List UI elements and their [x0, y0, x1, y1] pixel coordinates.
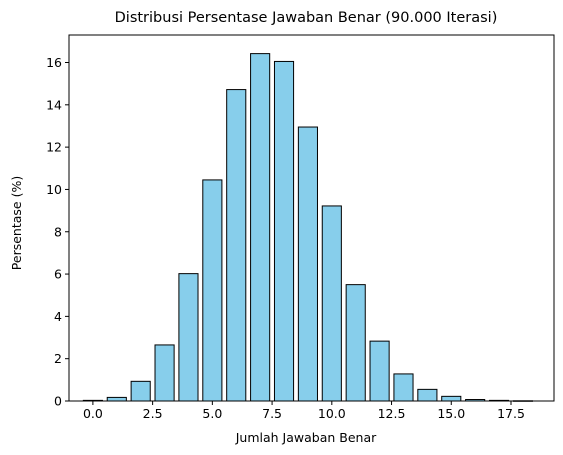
y-tick-label: 8: [54, 224, 62, 239]
y-axis-ticks: 0 2 4 6 8 10 12 14 16: [46, 55, 69, 409]
bar-5: [202, 179, 223, 402]
x-tick-label: 17.5: [497, 406, 525, 421]
x-axis-ticks: 0.0 2.5 5.0 7.5 10.0 12.5 15.0 17.5: [83, 401, 525, 421]
y-tick-label: 6: [54, 267, 62, 282]
y-axis-label: Persentase (%): [9, 176, 24, 270]
x-tick-label: 2.5: [143, 406, 163, 421]
bar-9: [297, 126, 318, 402]
y-tick-label: 2: [54, 351, 62, 366]
y-tick-label: 10: [46, 182, 62, 197]
bar-13: [393, 373, 414, 402]
chart-title: Distribusi Persentase Jawaban Benar (90.…: [115, 10, 498, 26]
y-tick-label: 12: [46, 140, 62, 155]
x-tick-label: 15.0: [437, 406, 465, 421]
x-tick-label: 0.0: [83, 406, 103, 421]
plot-area-frame: [68, 34, 555, 402]
x-tick-label: 10.0: [318, 406, 346, 421]
x-tick-label: 12.5: [378, 406, 406, 421]
y-tick-label: 4: [54, 309, 62, 324]
bar-2: [130, 380, 151, 402]
bar-10: [321, 205, 342, 402]
bar-6: [226, 89, 247, 402]
y-tick-label: 16: [46, 55, 62, 70]
bars-group: [82, 53, 533, 402]
bar-12: [369, 340, 390, 402]
bar-3: [154, 344, 175, 402]
y-tick-label: 14: [46, 97, 62, 112]
bar-14: [417, 388, 438, 402]
x-tick-label: 5.0: [202, 406, 222, 421]
y-tick-label: 0: [54, 394, 62, 409]
bar-15: [441, 395, 462, 402]
bar-7: [250, 53, 271, 402]
bar-4: [178, 273, 199, 402]
bar-11: [345, 284, 366, 402]
x-axis-label: Jumlah Jawaban Benar: [235, 430, 377, 445]
x-tick-label: 7.5: [262, 406, 282, 421]
bar-8: [273, 60, 295, 402]
bar-1: [106, 396, 127, 402]
